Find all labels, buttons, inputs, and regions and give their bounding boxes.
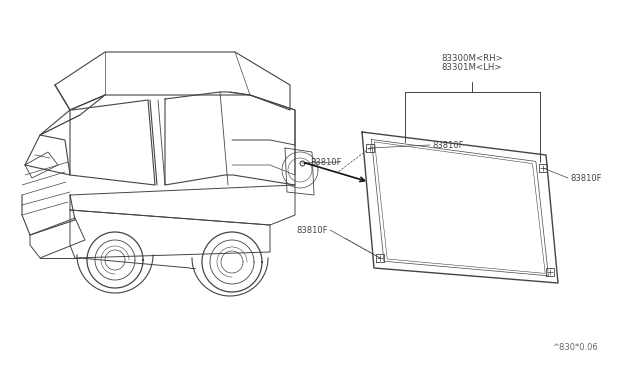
- Text: 83300M<RH>: 83300M<RH>: [441, 54, 503, 62]
- Text: 83810F: 83810F: [570, 173, 602, 183]
- Text: 83810F: 83810F: [310, 157, 342, 167]
- Text: 83301M<LH>: 83301M<LH>: [442, 62, 502, 71]
- Text: 83810F: 83810F: [296, 225, 328, 234]
- Text: 83810F: 83810F: [432, 141, 463, 150]
- Text: ^830*0.06: ^830*0.06: [552, 343, 598, 353]
